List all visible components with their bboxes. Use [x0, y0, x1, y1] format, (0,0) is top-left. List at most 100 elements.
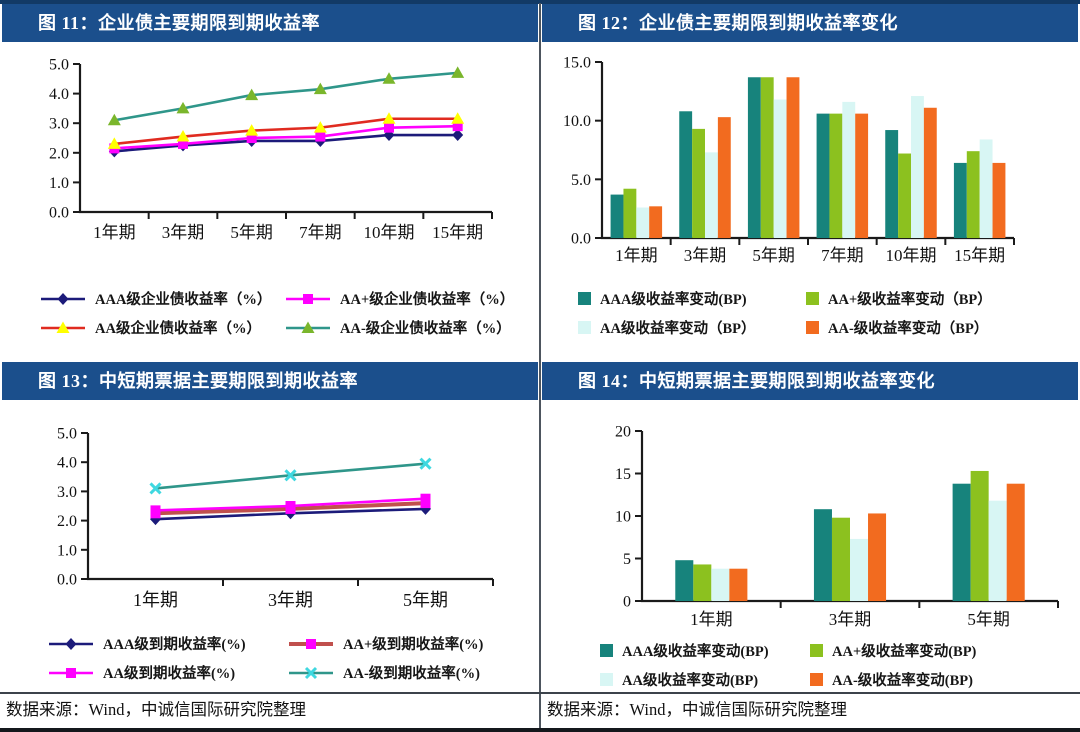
- fig14-header-bar: 图 14：中短期票据主要期限到期收益率变化: [542, 362, 1078, 400]
- legend-item: AA级收益率变动（BP）: [578, 317, 806, 338]
- svg-text:3.0: 3.0: [57, 484, 77, 501]
- fig14-legend: AAA级收益率变动(BP) AA+级收益率变动(BP) AA级收益率变动(BP) AA…: [542, 640, 976, 690]
- legend-swatch: [600, 673, 613, 686]
- svg-text:15: 15: [615, 466, 631, 483]
- svg-text:3年期: 3年期: [684, 246, 727, 265]
- legend-label: AA级企业债收益率（%）: [95, 321, 261, 337]
- panel-fig13: 图 13：中短期票据主要期限到期收益率 0.0 1.0 2.0 3.0 4.0 5.0 1年…: [2, 362, 538, 682]
- fig14-title: 图 14：中短期票据主要期限到期收益率变化: [578, 371, 935, 391]
- legend-swatch: [578, 321, 591, 334]
- legend-item: AA级收益率变动(BP): [600, 669, 810, 690]
- fig11-line-chart: 0.0 1.0 2.0 3.0 4.0 5.0 1年期 3年期 5年期 7年期 10年期 15年期: [49, 57, 493, 242]
- fig13-title: 图 13：中短期票据主要期限到期收益率: [38, 371, 358, 391]
- legend-item: AAA级收益率变动(BP): [600, 640, 810, 661]
- svg-text:10.0: 10.0: [563, 113, 591, 130]
- svg-text:5年期: 5年期: [230, 223, 273, 242]
- fig12-bar-chart: 0.0 5.0 10.0 15.0 1年期 3年期 5年期 7年期 10年期 15年期: [563, 55, 1015, 265]
- panel-fig14: 图 14：中短期票据主要期限到期收益率变化 0 5 10 15 20 1年期 3年期 5年期 …: [542, 362, 1078, 689]
- legend-line-sample: [286, 293, 330, 304]
- top-border-rule: [0, 0, 1080, 4]
- legend-swatch: [806, 292, 819, 305]
- source-note-right: 数据来源：Wind，中诚信国际研究院整理: [547, 700, 847, 719]
- svg-text:15年期: 15年期: [954, 246, 1005, 265]
- legend-item: AA-级企业债收益率（%）: [285, 317, 514, 338]
- legend-line-sample: [49, 667, 93, 678]
- legend-label: AAA级收益率变动(BP): [622, 644, 769, 660]
- svg-text:1年期: 1年期: [93, 223, 136, 242]
- svg-text:5年期: 5年期: [752, 246, 795, 265]
- panel-fig12: 图 12：企业债主要期限到期收益率变化 0.0 5.0 10.0 15.0 1年期 3年期…: [542, 4, 1078, 337]
- fig12-legend: AAA级收益率变动(BP) AA+级收益率变动（BP） AA级收益率变动（BP） AA…: [542, 288, 992, 338]
- fig11-title: 图 11：企业债主要期限到期收益率: [38, 13, 321, 33]
- svg-text:0.0: 0.0: [57, 572, 77, 589]
- legend-line-sample: [286, 321, 330, 333]
- legend-item: AA+级收益率变动（BP）: [806, 288, 992, 309]
- svg-text:10年期: 10年期: [364, 223, 415, 242]
- legend-swatch: [578, 292, 591, 305]
- legend-label: AA+级到期收益率(%): [343, 637, 484, 653]
- svg-text:5: 5: [623, 551, 631, 568]
- svg-text:3年期: 3年期: [829, 610, 872, 629]
- legend-label: AA-级到期收益率(%): [343, 666, 480, 682]
- legend-item: AAA级企业债收益率（%）: [40, 288, 285, 309]
- svg-text:1.0: 1.0: [57, 542, 77, 559]
- fig11-header-bar: 图 11：企业债主要期限到期收益率: [2, 4, 538, 42]
- svg-text:5年期: 5年期: [403, 590, 448, 610]
- column-divider: [539, 3, 541, 730]
- legend-line-sample: [41, 321, 85, 333]
- svg-text:1.0: 1.0: [49, 175, 69, 192]
- svg-text:1年期: 1年期: [133, 590, 178, 610]
- svg-text:10年期: 10年期: [886, 246, 937, 265]
- panel-fig11: 图 11：企业债主要期限到期收益率 0.0 1.0 2.0 3.0 4.0 5.0 1年期 3…: [2, 4, 538, 337]
- svg-text:5年期: 5年期: [967, 610, 1010, 629]
- svg-text:5.0: 5.0: [49, 57, 69, 74]
- legend-item: AA-级到期收益率(%): [288, 662, 483, 683]
- legend-item: AA+级收益率变动(BP): [810, 640, 976, 661]
- svg-text:4.0: 4.0: [49, 86, 69, 103]
- svg-text:0.0: 0.0: [49, 205, 69, 222]
- fig14-bar-chart: 0 5 10 15 20 1年期 3年期 5年期: [615, 424, 1059, 629]
- svg-text:3.0: 3.0: [49, 116, 69, 133]
- legend-item: AAA级收益率变动(BP): [578, 288, 806, 309]
- source-footer-row: 数据来源：Wind，中诚信国际研究院整理 数据来源：Wind，中诚信国际研究院整…: [0, 692, 1080, 732]
- legend-line-sample: [289, 638, 333, 649]
- legend-label: AA级到期收益率(%): [103, 666, 236, 682]
- legend-label: AA级收益率变动（BP）: [600, 321, 756, 337]
- legend-label: AA级收益率变动(BP): [622, 673, 759, 689]
- legend-label: AAA级到期收益率(%): [103, 637, 246, 653]
- fig13-header-bar: 图 13：中短期票据主要期限到期收益率: [2, 362, 538, 400]
- legend-item: AA级企业债收益率（%）: [40, 317, 285, 338]
- svg-text:7年期: 7年期: [299, 223, 342, 242]
- svg-text:2.0: 2.0: [49, 145, 69, 162]
- legend-label: AAA级企业债收益率（%）: [95, 292, 272, 308]
- svg-text:7年期: 7年期: [821, 246, 864, 265]
- svg-text:1年期: 1年期: [690, 610, 733, 629]
- svg-text:0: 0: [623, 594, 631, 611]
- legend-label: AAA级收益率变动(BP): [600, 292, 747, 308]
- svg-text:0.0: 0.0: [571, 231, 591, 248]
- legend-line-sample: [49, 637, 93, 650]
- fig12-header-bar: 图 12：企业债主要期限到期收益率变化: [542, 4, 1078, 42]
- legend-item: AAA级到期收益率(%): [48, 633, 288, 654]
- fig12-title: 图 12：企业债主要期限到期收益率变化: [578, 13, 898, 33]
- svg-text:3年期: 3年期: [268, 590, 313, 610]
- fig13-line-chart: 0.0 1.0 2.0 3.0 4.0 5.0 1年期 3年期 5年期: [57, 426, 494, 610]
- legend-swatch: [810, 673, 823, 686]
- svg-text:1年期: 1年期: [615, 246, 658, 265]
- legend-swatch: [600, 644, 613, 657]
- legend-line-sample: [289, 666, 333, 679]
- svg-text:15.0: 15.0: [563, 55, 591, 72]
- svg-text:4.0: 4.0: [57, 455, 77, 472]
- fig11-legend: AAA级企业债收益率（%） AA+级企业债收益率（%） AA级企业债收益率（%） AA…: [2, 288, 514, 338]
- svg-text:2.0: 2.0: [57, 513, 77, 530]
- svg-text:15年期: 15年期: [432, 223, 483, 242]
- fig13-legend: AAA级到期收益率(%) AA+级到期收益率(%) AA级到期收益率(%) AA-级到…: [2, 633, 483, 683]
- legend-label: AA+级企业债收益率（%）: [340, 292, 515, 308]
- legend-item: AA+级企业债收益率（%）: [285, 288, 514, 309]
- svg-text:3年期: 3年期: [162, 223, 205, 242]
- legend-swatch: [806, 321, 819, 334]
- legend-line-sample: [41, 292, 85, 305]
- legend-label: AA-级企业债收益率（%）: [340, 321, 511, 337]
- legend-label: AA+级收益率变动(BP): [832, 644, 977, 660]
